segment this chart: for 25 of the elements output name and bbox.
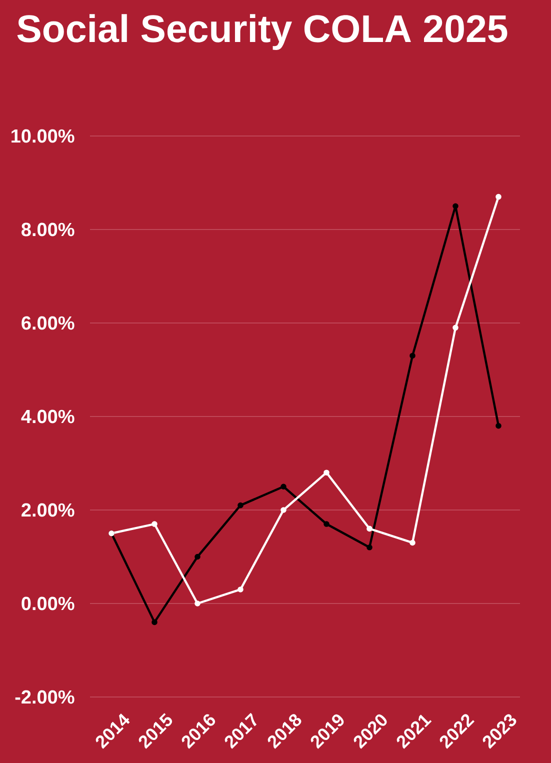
point (366, 544, 372, 550)
point (410, 540, 416, 546)
point (366, 526, 372, 532)
chart-title: Social Security COLA 2025 (17, 14, 508, 50)
point (280, 484, 286, 490)
point (152, 619, 158, 626)
y-tick-label: 6.00% (22, 316, 74, 330)
y-tick-label: 4.00% (21, 410, 74, 424)
point (238, 586, 244, 592)
point (496, 422, 502, 429)
point (410, 352, 416, 359)
point (280, 507, 286, 513)
y-tick-label: 10.00% (12, 129, 74, 143)
point (496, 194, 502, 200)
y-tick-label: 8.00% (22, 222, 74, 236)
y-tick-label: 2.00% (22, 503, 74, 517)
point (324, 521, 330, 527)
point (238, 502, 244, 508)
y-tick-label: -2.00% (15, 690, 74, 704)
point (324, 470, 330, 476)
point (452, 324, 458, 331)
point (194, 600, 200, 606)
y-tick-label: 0.00% (22, 596, 74, 610)
point (194, 554, 200, 560)
point (152, 521, 158, 527)
